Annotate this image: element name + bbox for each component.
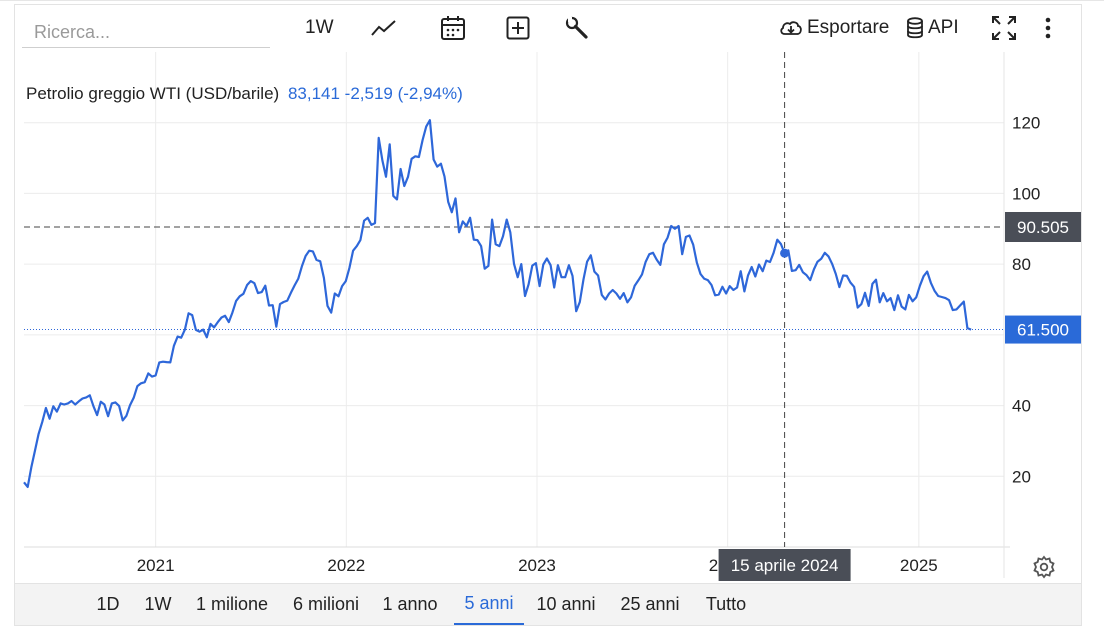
more-vertical-icon[interactable]	[1042, 14, 1054, 42]
instrument-name: Petrolio greggio WTI (USD/barile)	[26, 84, 280, 103]
price-chart[interactable]: 2040801001202021202220232024202561.50090…	[0, 0, 1104, 583]
y-tick-label: 120	[1012, 114, 1040, 133]
cloud-download-icon	[780, 21, 802, 35]
api-button[interactable]: API	[906, 14, 959, 42]
settings-gear-icon[interactable]	[1032, 555, 1056, 584]
export-button[interactable]: Esportare	[779, 14, 889, 42]
x-tick-label: 2025	[900, 556, 938, 575]
range-button[interactable]: 6 milioni	[292, 593, 360, 614]
add-box-icon[interactable]	[506, 14, 530, 42]
y-tick-label: 80	[1012, 255, 1031, 274]
export-label: Esportare	[807, 17, 890, 38]
search-input[interactable]: Ricerca...	[22, 12, 270, 48]
y-tick-label: 100	[1012, 184, 1040, 203]
calendar-icon[interactable]	[440, 14, 466, 42]
x-tick-label: 2021	[137, 556, 175, 575]
fullscreen-icon[interactable]	[991, 14, 1017, 42]
range-button[interactable]: 10 anni	[536, 593, 596, 614]
top-divider	[0, 0, 1104, 1]
y-tick-label: 40	[1012, 397, 1031, 416]
api-label: API	[928, 17, 959, 38]
line-chart-icon[interactable]	[370, 14, 398, 42]
crosshair-value-badge	[1005, 212, 1081, 243]
range-button[interactable]: Tutto	[705, 593, 747, 614]
wrench-icon[interactable]	[564, 14, 590, 42]
last-value-label: 61.500	[1017, 321, 1069, 340]
database-icon	[907, 17, 923, 39]
range-button[interactable]: 1D	[96, 593, 120, 614]
crosshair-point	[780, 248, 790, 258]
range-button[interactable]: 25 anni	[620, 593, 680, 614]
x-tick-label: 2022	[327, 556, 365, 575]
last-value-badge	[1005, 315, 1081, 344]
crosshair-value-label: 90.505	[1017, 218, 1069, 237]
series-line	[23, 119, 972, 488]
crosshair-date-badge	[718, 549, 851, 581]
range-button[interactable]: 1W	[144, 593, 172, 614]
range-button[interactable]: 1 milione	[195, 593, 269, 614]
chart-legend: Petrolio greggio WTI (USD/barile) 83,141…	[26, 84, 463, 104]
crosshair-date-label: 15 aprile 2024	[731, 556, 839, 575]
range-bar	[15, 583, 1081, 625]
range-button[interactable]: 1 anno	[382, 593, 438, 614]
interval-label: 1W	[305, 17, 334, 38]
range-button[interactable]: 5 anni	[454, 583, 524, 625]
x-tick-label: 2023	[518, 556, 556, 575]
interval-selector[interactable]: 1W	[305, 14, 334, 42]
instrument-quote: 83,141 -2,519 (-2,94%)	[287, 84, 463, 103]
y-tick-label: 20	[1012, 467, 1031, 486]
